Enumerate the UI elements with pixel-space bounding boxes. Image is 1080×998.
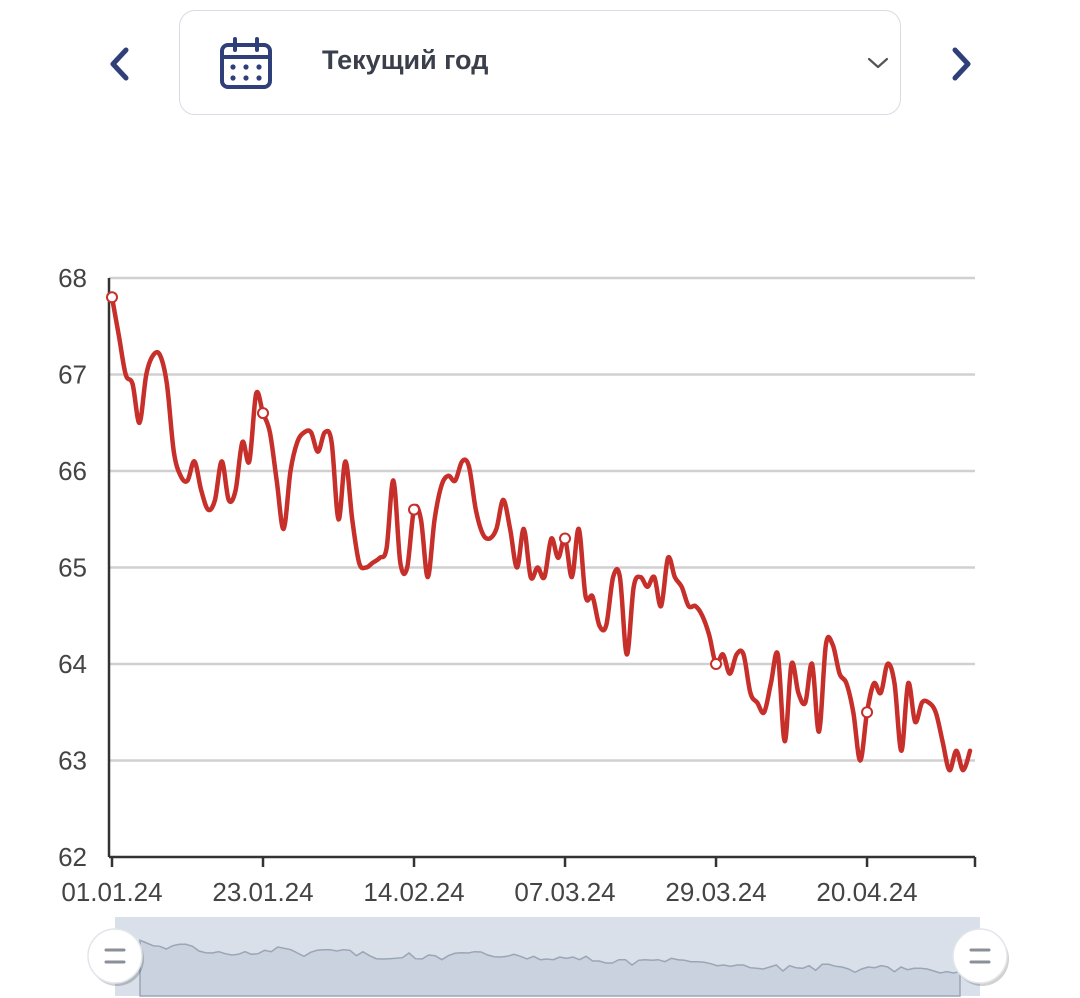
x-tick-label: 14.02.24 [363,877,464,907]
range-handle-left[interactable] [87,928,144,986]
prev-period-button[interactable] [96,40,144,88]
y-tick-label: 65 [58,553,87,583]
chevron-right-icon [952,47,971,81]
period-label: Текущий год [322,45,489,75]
chevron-down-icon [867,57,889,69]
next-period-button[interactable] [937,40,985,88]
data-point-marker[interactable] [559,532,572,545]
y-tick-label: 62 [58,842,87,872]
range-handle-right[interactable] [952,928,1009,986]
x-tick-label: 07.03.24 [514,877,615,907]
navigator-series [139,939,961,997]
x-tick-label: 23.01.24 [212,877,313,907]
x-tick-label: 20.04.24 [816,877,917,907]
y-tick-label: 64 [58,649,87,679]
data-point-marker[interactable] [257,407,270,420]
y-tick-label: 68 [58,263,87,293]
series-line [109,295,973,773]
y-tick-label: 63 [58,746,87,776]
data-point-marker[interactable] [408,503,421,516]
data-point-marker[interactable] [710,658,723,670]
y-tick-label: 67 [58,360,87,390]
y-tick-label: 66 [58,456,87,486]
data-point-marker[interactable] [861,706,874,719]
data-point-marker[interactable] [106,291,118,304]
x-tick-label: 29.03.24 [665,877,766,907]
period-selector[interactable]: Текущий год [179,10,901,115]
chevron-left-icon [110,47,129,81]
x-tick-label: 01.01.24 [61,877,162,907]
calendar-icon [220,37,272,89]
